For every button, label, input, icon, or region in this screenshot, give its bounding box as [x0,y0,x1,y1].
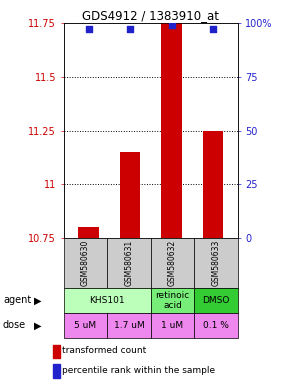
Text: transformed count: transformed count [63,346,147,355]
Point [211,26,215,33]
Text: 0.1 %: 0.1 % [203,321,229,330]
FancyBboxPatch shape [151,288,194,313]
Bar [53,364,60,378]
FancyBboxPatch shape [107,238,151,288]
Bar [78,227,99,238]
FancyBboxPatch shape [107,313,151,338]
Text: GSM580630: GSM580630 [81,240,90,286]
Point [128,26,133,33]
Point [169,22,174,28]
Text: DMSO: DMSO [202,296,230,305]
Text: ▶: ▶ [34,320,41,331]
FancyBboxPatch shape [151,313,194,338]
Text: GSM580632: GSM580632 [168,240,177,286]
Text: GSM580633: GSM580633 [211,240,221,286]
Text: 1 uM: 1 uM [162,321,184,330]
Text: dose: dose [3,320,26,331]
Text: 5 uM: 5 uM [75,321,97,330]
FancyBboxPatch shape [194,288,238,313]
Text: percentile rank within the sample: percentile rank within the sample [63,366,216,375]
FancyBboxPatch shape [194,238,238,288]
Text: 1.7 uM: 1.7 uM [114,321,144,330]
FancyBboxPatch shape [64,238,107,288]
Text: KHS101: KHS101 [90,296,125,305]
Text: agent: agent [3,295,31,306]
Bar [53,344,60,358]
Text: ▶: ▶ [34,295,41,306]
Bar [203,131,223,238]
FancyBboxPatch shape [64,288,151,313]
Text: GSM580631: GSM580631 [124,240,134,286]
Bar [161,23,182,238]
Title: GDS4912 / 1383910_at: GDS4912 / 1383910_at [82,9,219,22]
Bar [120,152,140,238]
Text: retinoic
acid: retinoic acid [155,291,190,310]
Point [86,26,91,33]
FancyBboxPatch shape [151,238,194,288]
FancyBboxPatch shape [64,313,107,338]
FancyBboxPatch shape [194,313,238,338]
